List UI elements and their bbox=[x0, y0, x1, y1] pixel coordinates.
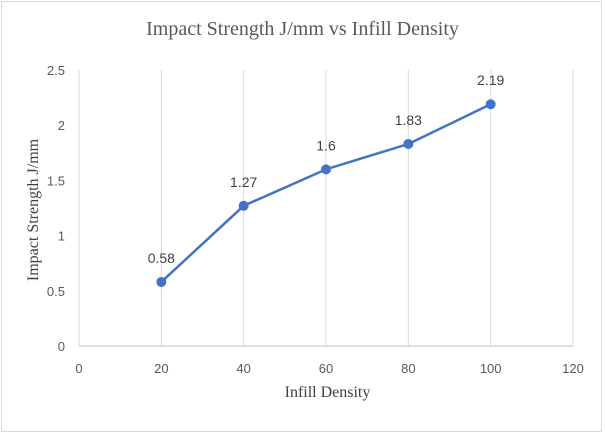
data-point bbox=[403, 138, 414, 149]
data-point bbox=[156, 276, 167, 287]
chart-title: Impact Strength J/mm vs Infill Density bbox=[146, 18, 459, 40]
x-tick-label: 120 bbox=[562, 361, 584, 376]
data-label: 1.6 bbox=[316, 137, 336, 153]
data-label: 2.19 bbox=[477, 72, 504, 88]
x-tick-label: 20 bbox=[154, 361, 168, 376]
x-tick-label: 80 bbox=[401, 361, 415, 376]
x-tick-label: 0 bbox=[75, 361, 82, 376]
y-tick-label: 0.5 bbox=[47, 284, 65, 299]
y-tick-label: 2 bbox=[58, 118, 65, 133]
x-tick-label: 40 bbox=[236, 361, 250, 376]
y-tick-label: 1 bbox=[58, 229, 65, 244]
data-label: 0.58 bbox=[148, 250, 175, 266]
data-label: 1.83 bbox=[395, 112, 422, 128]
x-axis-label: Infill Density bbox=[284, 384, 371, 401]
data-label: 1.27 bbox=[230, 174, 257, 190]
y-tick-label: 1.5 bbox=[47, 173, 65, 188]
x-tick-label: 100 bbox=[480, 361, 502, 376]
data-point bbox=[238, 200, 249, 211]
x-tick-label: 60 bbox=[319, 361, 333, 376]
y-tick-label: 2.5 bbox=[47, 63, 65, 78]
y-tick-label: 0 bbox=[58, 339, 65, 354]
data-point bbox=[485, 99, 496, 110]
data-point bbox=[321, 164, 331, 175]
